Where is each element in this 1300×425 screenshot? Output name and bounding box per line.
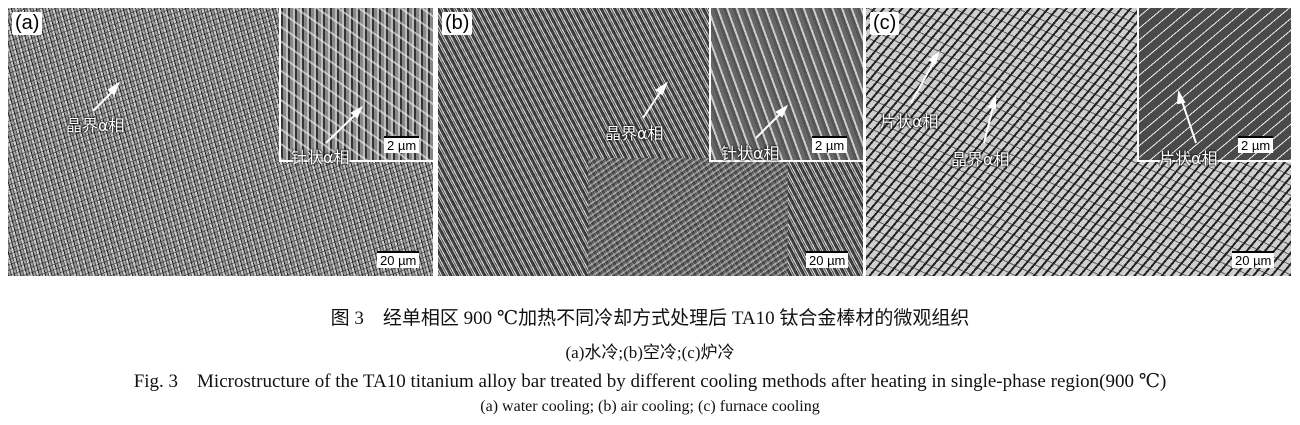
- annotation: 片状α相: [880, 112, 939, 131]
- arrows-c: [910, 49, 1197, 144]
- inset-c: [1137, 8, 1291, 162]
- arrows-b: [642, 81, 789, 139]
- inset-scale-bar: 2 µm: [1238, 136, 1274, 153]
- caption-en-title: Fig. 3 Microstructure of the TA10 titani…: [133, 371, 1167, 392]
- scale-bar: 20 µm: [377, 251, 420, 268]
- annotation: 晶界α相: [605, 124, 664, 143]
- panel-label: (c): [870, 12, 900, 35]
- annotation: 晶界α相: [66, 116, 125, 135]
- micrograph-c: (c) 片状α相 晶界α相 片状α相 2 µm 20 µm: [866, 8, 1291, 276]
- inset-scale-bar: 2 µm: [384, 136, 420, 153]
- scale-bar: 20 µm: [806, 251, 849, 268]
- annotation: 针状α相: [721, 144, 780, 163]
- micrograph-a: (a) 晶界α相 针状α相 2 µm 20 µm: [8, 8, 433, 276]
- inset-a: [279, 8, 433, 162]
- scale-bar: 20 µm: [1232, 251, 1275, 268]
- caption-en-sub: (a) water cooling; (b) air cooling; (c) …: [480, 398, 820, 415]
- panel-label: (a): [12, 12, 43, 35]
- micrograph-b: (b) 晶界α相 针状α相 2 µm 20 µm: [438, 8, 863, 276]
- annotation: 针状α相: [291, 148, 350, 167]
- inset-scale-bar: 2 µm: [812, 136, 848, 153]
- annotation: 晶界α相: [951, 150, 1010, 169]
- caption-zh-title: 图 3 经单相区 900 ℃加热不同冷却方式处理后 TA10 钛合金棒材的微观组…: [330, 308, 970, 329]
- caption-zh-sub: (a)水冷;(b)空冷;(c)炉冷: [565, 343, 735, 362]
- annotation: 片状α相: [1159, 149, 1218, 168]
- arrows-a: [92, 81, 364, 144]
- panel-label: (b): [442, 12, 473, 35]
